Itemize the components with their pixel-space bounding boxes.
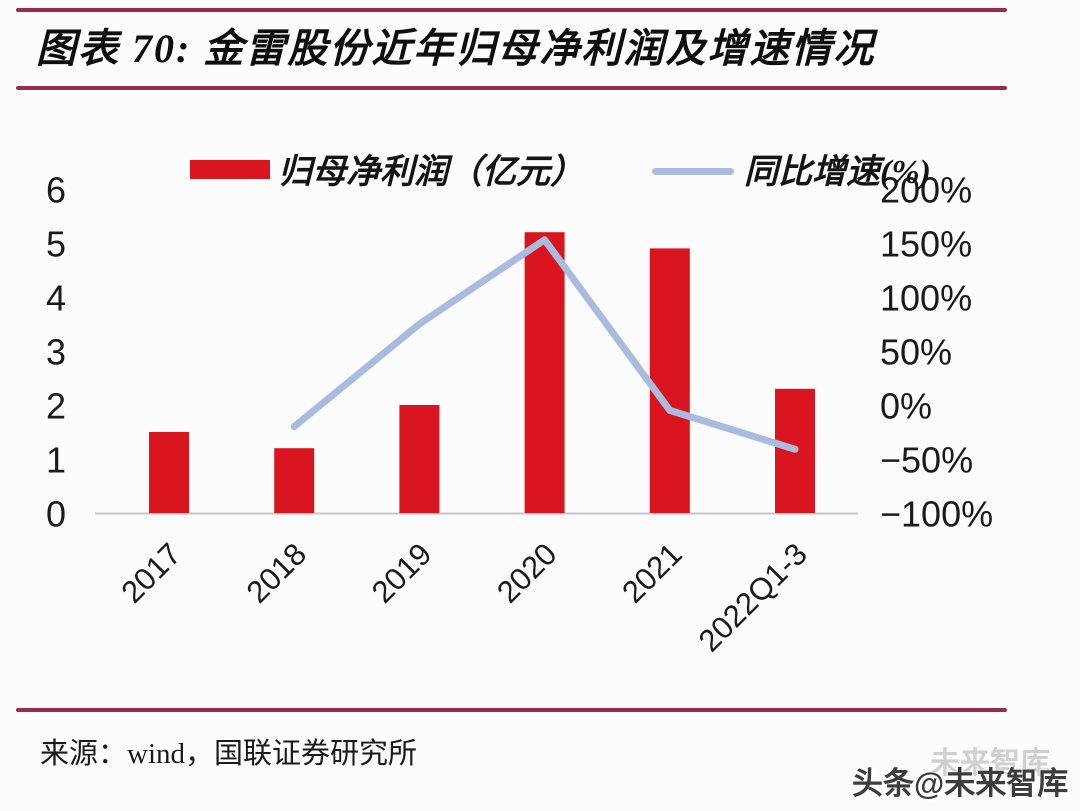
left-axis-tick: 1 bbox=[46, 440, 66, 481]
x-axis-label: 2018 bbox=[240, 536, 314, 610]
left-axis-tick: 3 bbox=[46, 332, 66, 373]
left-axis-tick: 2 bbox=[46, 386, 66, 427]
right-axis-tick: 200% bbox=[880, 170, 972, 211]
x-axis-label: 2020 bbox=[490, 536, 564, 610]
legend-line-label: 同比增速(%) bbox=[744, 154, 931, 191]
watermark-ghost: 未来智库 bbox=[930, 747, 1050, 780]
right-axis-tick: −50% bbox=[880, 440, 973, 481]
growth-line bbox=[290, 236, 799, 453]
x-axis-label: 2022Q1-3 bbox=[692, 536, 814, 658]
left-axis-tick: 0 bbox=[46, 494, 66, 535]
right-axis-tick: 0% bbox=[880, 386, 932, 427]
legend-bar-swatch bbox=[190, 160, 270, 179]
right-axis-tick: −100% bbox=[880, 494, 993, 535]
watermark: 头条@未来智库 bbox=[852, 766, 1069, 801]
legend-line-swatch bbox=[652, 168, 734, 175]
bar-2021 bbox=[649, 248, 690, 513]
bar-2017 bbox=[149, 432, 189, 513]
x-axis-label: 2017 bbox=[114, 536, 188, 610]
right-axis-tick: 100% bbox=[880, 278, 972, 319]
left-axis-tick: 4 bbox=[46, 278, 66, 319]
x-axis-label: 2019 bbox=[365, 536, 439, 610]
x-axis-label: 2021 bbox=[615, 536, 689, 610]
right-axis-tick: 150% bbox=[880, 224, 972, 265]
bar-2019 bbox=[399, 405, 440, 513]
bar-2020 bbox=[524, 232, 565, 513]
right-axis-tick: 50% bbox=[880, 332, 952, 373]
source-note: 来源：wind，国联证券研究所 bbox=[40, 738, 418, 770]
top-rule bbox=[16, 8, 1007, 12]
bar-2018 bbox=[274, 448, 315, 513]
left-axis-tick: 5 bbox=[46, 224, 66, 265]
legend-bar-label: 归母净利润（亿元） bbox=[278, 154, 584, 191]
title-underline-rule bbox=[16, 86, 1007, 90]
figure-title: 图表 70: 金雷股份近年归母净利润及增速情况 bbox=[36, 26, 876, 71]
bottom-rule bbox=[16, 708, 1007, 712]
left-axis-tick: 6 bbox=[46, 170, 66, 211]
